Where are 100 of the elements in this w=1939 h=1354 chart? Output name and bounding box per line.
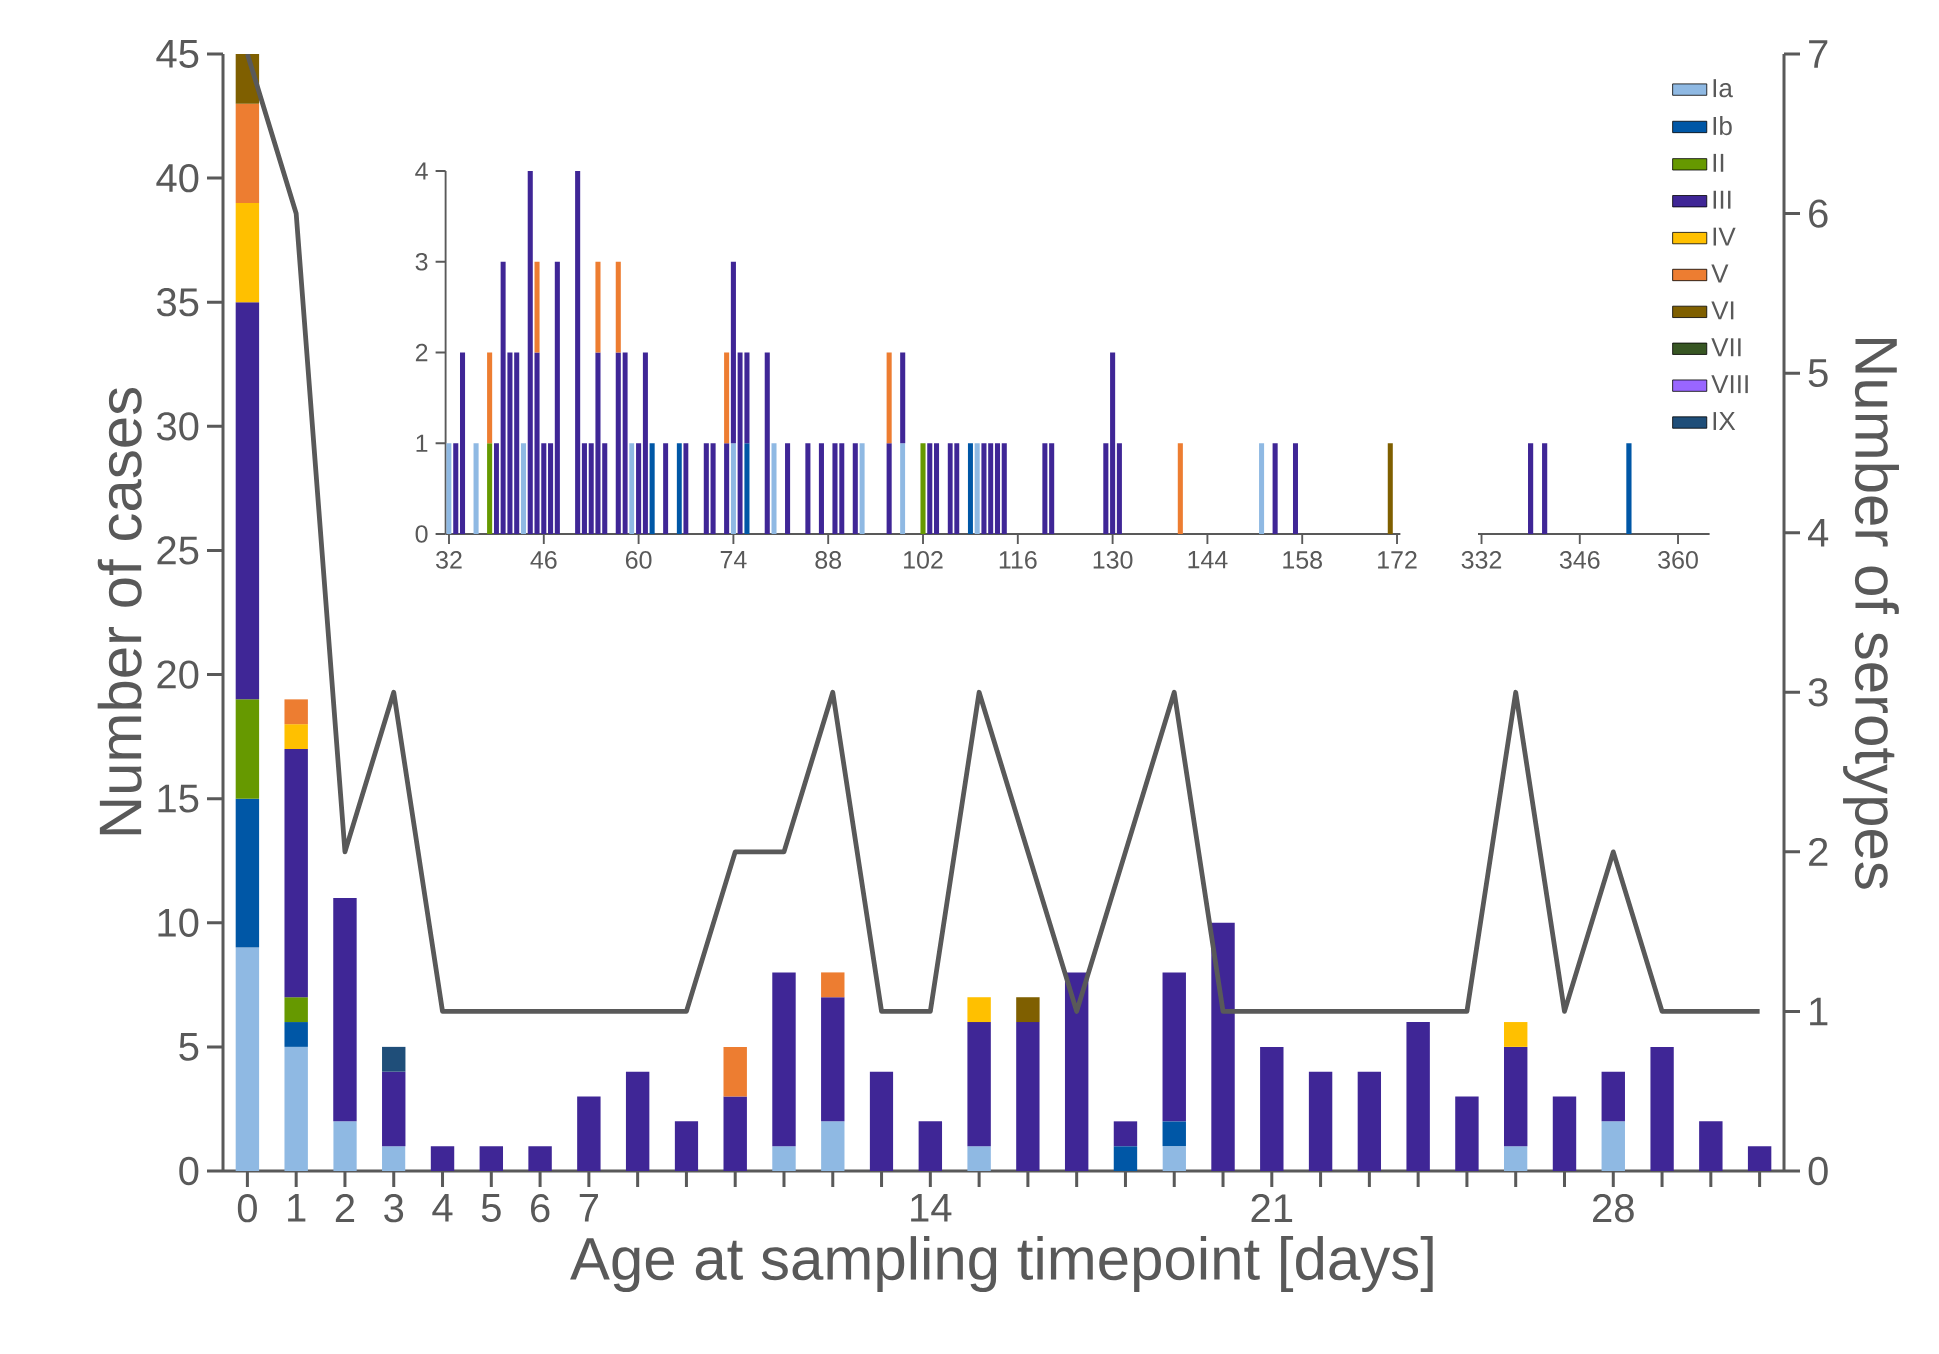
y-tick-label: 3	[415, 252, 428, 271]
bar	[1113, 1146, 1138, 1171]
bar	[636, 443, 642, 534]
y-tick-label: 20	[157, 660, 199, 689]
bar	[1016, 1022, 1040, 1171]
legend-label: III	[1713, 190, 1731, 209]
bar	[1387, 443, 1393, 534]
bar	[818, 443, 824, 534]
bar	[821, 972, 845, 998]
y2-tick-label: 5	[1808, 359, 1828, 388]
bar	[821, 1121, 845, 1171]
x-tick-label: 6	[531, 1194, 550, 1223]
bar	[629, 443, 635, 534]
bar	[730, 261, 736, 444]
bar	[994, 443, 1001, 534]
x-tick-label: 46	[530, 551, 557, 569]
y-tick-label: 0	[415, 525, 428, 543]
bar	[622, 352, 628, 534]
bar	[382, 1071, 406, 1147]
bar	[1110, 352, 1116, 534]
bar	[974, 443, 980, 534]
bar	[852, 443, 858, 534]
bar	[1103, 443, 1109, 534]
bar	[1001, 443, 1007, 534]
bar	[683, 443, 689, 534]
bar	[934, 443, 940, 534]
bar	[284, 699, 308, 725]
bar	[625, 1071, 650, 1171]
x-tick-label: 32	[436, 551, 462, 569]
bar	[1177, 443, 1183, 534]
bar	[235, 202, 260, 303]
bar	[615, 261, 621, 353]
bar	[764, 352, 770, 534]
bar	[473, 443, 479, 534]
x-tick-label: 14	[911, 1194, 952, 1222]
bar	[723, 1096, 747, 1171]
x-tick-label: 4	[432, 1194, 453, 1222]
y-tick-label: 45	[156, 40, 199, 68]
y2-axis-title: Number of serotypes	[1843, 338, 1899, 889]
y-tick-label: 2	[415, 343, 428, 362]
bar	[900, 443, 906, 534]
bar	[869, 1071, 894, 1171]
x-tick-label: 360	[1658, 551, 1698, 569]
bar	[1747, 1146, 1772, 1171]
bar	[284, 1046, 308, 1171]
bar	[520, 443, 527, 534]
bar	[832, 443, 838, 534]
bar	[235, 798, 260, 948]
y-tick-label: 0	[179, 1156, 199, 1186]
bar	[710, 443, 716, 534]
y2-tick-label: 6	[1809, 199, 1828, 228]
bar	[284, 997, 308, 1023]
bar	[967, 1146, 991, 1171]
bar	[744, 352, 750, 444]
y-tick-label: 40	[156, 163, 199, 193]
bar	[460, 352, 466, 534]
y-tick-label: 15	[158, 784, 199, 813]
bar	[1308, 1071, 1333, 1171]
bar	[1504, 1022, 1528, 1047]
x-tick-label: 5	[481, 1194, 501, 1222]
x-axis-title: Age at sampling timepoint [days]	[570, 1236, 1433, 1293]
x-tick-label: 21	[1251, 1194, 1293, 1222]
x-tick-label: 144	[1188, 551, 1228, 569]
bar	[382, 1046, 406, 1072]
bar	[1162, 972, 1186, 1122]
legend-label: VII	[1711, 338, 1741, 357]
bar	[1699, 1121, 1723, 1171]
bar	[548, 443, 554, 534]
x-tick-label: 60	[625, 551, 652, 569]
bar	[674, 1121, 699, 1171]
bar	[703, 443, 709, 534]
x-tick-label: 3	[384, 1194, 404, 1223]
bar	[382, 1146, 406, 1171]
bar	[430, 1146, 455, 1171]
y-axis-title: Number of cases	[97, 388, 142, 835]
bar	[534, 261, 540, 353]
bar	[1601, 1121, 1625, 1171]
bar	[772, 1146, 796, 1171]
bar	[1552, 1096, 1577, 1171]
y2-tick-label: 1	[1810, 997, 1828, 1026]
bar	[284, 749, 308, 998]
x-tick-label: 346	[1559, 551, 1600, 569]
bar	[1211, 922, 1235, 1171]
y-tick-label: 25	[157, 536, 199, 565]
legend-label: V	[1711, 264, 1729, 283]
x-tick-label: 158	[1283, 551, 1322, 569]
x-tick-label: 172	[1378, 551, 1417, 569]
bar	[487, 352, 493, 444]
bar	[785, 443, 791, 534]
x-tick-label: 116	[999, 551, 1037, 569]
y2-tick-label: 0	[1808, 1156, 1828, 1186]
x-tick-label: 0	[237, 1194, 257, 1223]
x-tick-label: 7	[579, 1194, 598, 1222]
bar	[235, 302, 260, 700]
bar	[1357, 1071, 1382, 1171]
bar	[284, 1022, 308, 1047]
bar	[649, 443, 655, 534]
bar	[235, 947, 260, 1171]
bar	[1016, 997, 1040, 1023]
y-tick-label: 5	[179, 1032, 199, 1061]
